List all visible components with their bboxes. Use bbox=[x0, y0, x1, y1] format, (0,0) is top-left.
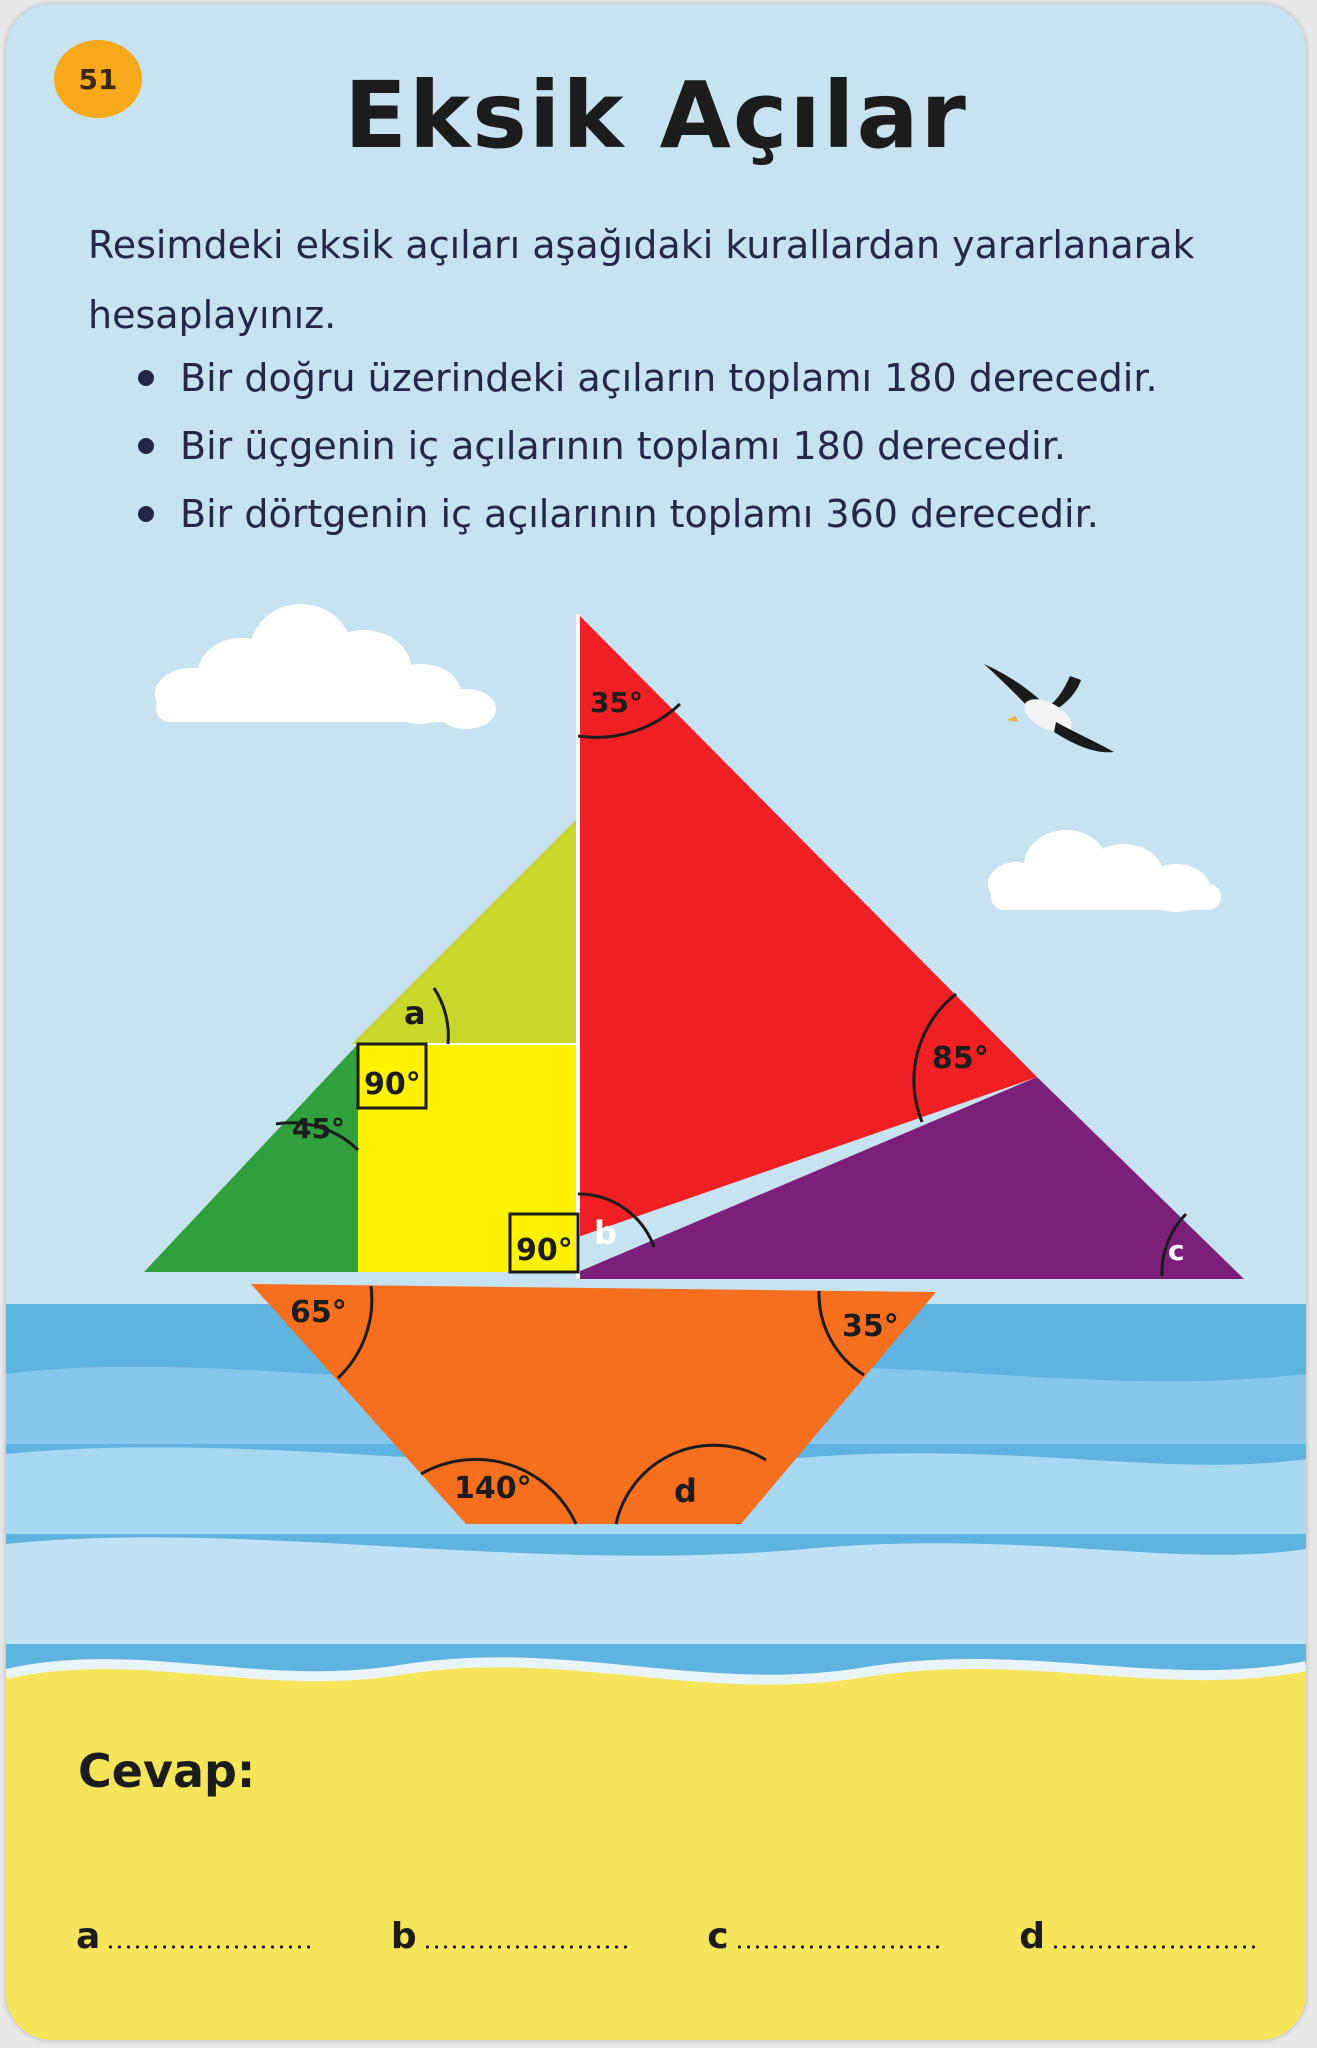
angle-label-red-top: 35° bbox=[590, 686, 643, 719]
puzzle-card: 51 Eksik Açılar Resimdeki eksik açıları … bbox=[6, 4, 1306, 2040]
answer-label-b: b bbox=[390, 1916, 417, 1957]
page-title: Eksik Açılar bbox=[344, 62, 968, 169]
answer-label-c: c bbox=[707, 1916, 729, 1957]
right-angle-box bbox=[356, 1042, 428, 1110]
sand bbox=[6, 1662, 1306, 2040]
unknown-angle-a: a bbox=[404, 994, 426, 1032]
red-sail bbox=[578, 614, 1037, 1237]
angle-label-yellow-square: 90° bbox=[364, 1067, 421, 1102]
seagull-icon bbox=[984, 664, 1114, 753]
answer-fields: a b c d bbox=[76, 1916, 1256, 1957]
yellow-square bbox=[358, 1044, 578, 1272]
rules-list: Bir doğru üzerindeki açıların toplamı 18… bbox=[136, 344, 1236, 548]
answer-heading: Cevap: bbox=[78, 1744, 256, 1798]
instructions-text: Resimdeki eksik açıları aşağıdaki kurall… bbox=[88, 223, 1195, 337]
angle-arcs bbox=[275, 702, 1188, 1525]
rule-line-angles: Bir doğru üzerindeki açıların toplamı 18… bbox=[136, 344, 1236, 412]
rule-triangle-angles: Bir üçgenin iç açılarının toplamı 180 de… bbox=[136, 412, 1236, 480]
angle-label-hull-right: 35° bbox=[842, 1309, 899, 1344]
angle-label-mast-base: 90° bbox=[516, 1233, 573, 1268]
answer-label-a: a bbox=[76, 1916, 101, 1957]
sailboat-illustration: 35° 85° 45° 90° 90° 65° 35° 140° a b c d bbox=[6, 604, 1306, 2040]
angle-label-red-right: 85° bbox=[932, 1041, 989, 1076]
right-angle-box bbox=[508, 1212, 580, 1274]
answer-field-c[interactable]: c bbox=[707, 1916, 940, 1957]
answer-field-d[interactable]: d bbox=[1019, 1916, 1256, 1957]
angle-label-hull-left: 65° bbox=[290, 1295, 347, 1330]
answer-field-a[interactable]: a bbox=[76, 1916, 312, 1957]
page-number-badge: 51 bbox=[54, 40, 142, 118]
angle-label-hull-bottom-left: 140° bbox=[454, 1471, 532, 1506]
answer-label-d: d bbox=[1019, 1916, 1045, 1957]
lime-sail bbox=[352, 818, 578, 1044]
unknown-angle-b: b bbox=[594, 1214, 617, 1252]
cloud-icon bbox=[155, 604, 496, 729]
rule-quadrilateral-angles: Bir dörtgenin iç açılarının toplamı 360 … bbox=[136, 480, 1236, 548]
angle-label-green-left: 45° bbox=[292, 1112, 345, 1145]
unknown-angle-c: c bbox=[1168, 1234, 1185, 1267]
green-sail bbox=[144, 1044, 358, 1272]
unknown-angle-d: d bbox=[674, 1472, 697, 1510]
purple-sail bbox=[578, 1077, 1244, 1279]
boat-hull bbox=[251, 1284, 936, 1524]
cloud-icon bbox=[988, 830, 1221, 912]
page-number: 51 bbox=[78, 62, 118, 96]
answer-field-b[interactable]: b bbox=[391, 1916, 628, 1957]
